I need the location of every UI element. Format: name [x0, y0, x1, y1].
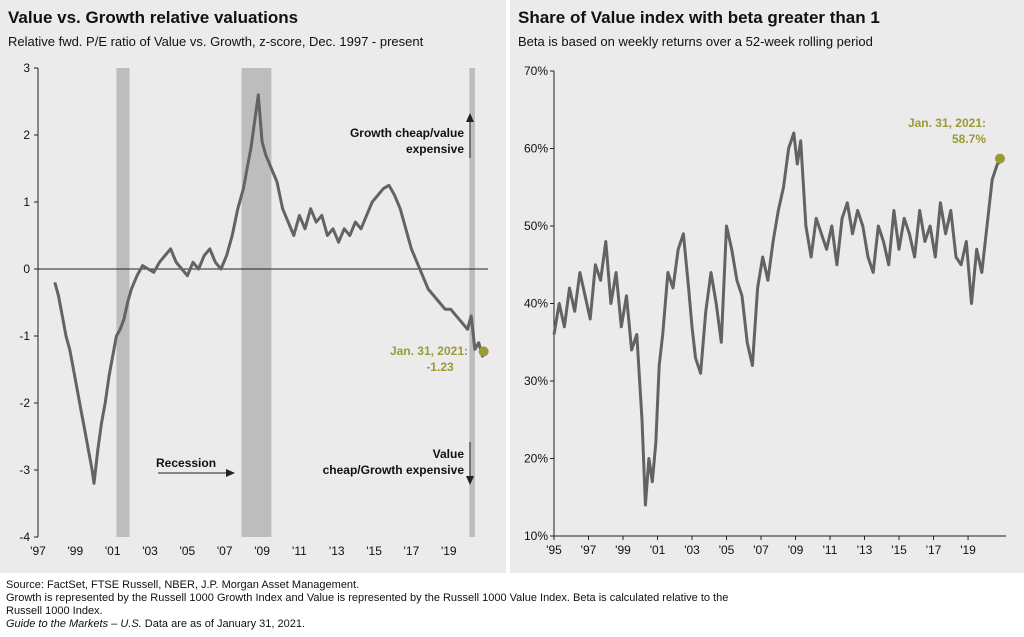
y-tick-label: 50%: [524, 219, 548, 233]
recession-label: Recession: [156, 456, 216, 470]
x-tick-label: '19: [960, 543, 976, 557]
x-tick-label: '09: [254, 544, 270, 558]
x-tick-label: '17: [404, 544, 420, 558]
x-tick-label: '05: [719, 543, 735, 557]
y-tick-label: 60%: [524, 142, 548, 156]
x-tick-label: '15: [891, 543, 907, 557]
y-tick-label: 1: [23, 195, 30, 209]
value-cheap-label-line2: cheap/Growth expensive: [323, 463, 465, 477]
y-tick-label: -2: [19, 396, 30, 410]
y-tick-label: 10%: [524, 529, 548, 543]
left-chart-subtitle: Relative fwd. P/E ratio of Value vs. Gro…: [8, 34, 424, 49]
x-tick-label: '05: [180, 544, 196, 558]
latest-point-date: Jan. 31, 2021:: [390, 344, 468, 358]
y-tick-label: -3: [19, 463, 30, 477]
y-tick-label: 40%: [524, 297, 548, 311]
left-chart-panel: Value vs. Growth relative valuations Rel…: [0, 0, 506, 573]
right-chart-svg: 70% 60% 50% 40% 30% 20% 10%'95 '97 '99 '01 '03 '05 '…: [524, 64, 1006, 557]
x-tick-label: '07: [217, 544, 233, 558]
y-tick-label: -1: [19, 329, 30, 343]
footer-source: Source: FactSet, FTSE Russell, NBER, J.P…: [6, 579, 360, 591]
y-tick-label: 3: [23, 61, 30, 75]
x-tick-label: '99: [68, 544, 84, 558]
footer-note-2: Russell 1000 Index.: [6, 605, 103, 617]
x-tick-label: '11: [823, 543, 838, 557]
footer-note-1: Growth is represented by the Russell 100…: [6, 592, 729, 604]
y-tick-label: 0: [23, 262, 30, 276]
growth-cheap-label-line1: Growth cheap/value: [350, 126, 464, 140]
footer-asof: Data are as of January 31, 2021.: [141, 618, 306, 630]
y-tick-label: 20%: [524, 452, 548, 466]
right-chart-subtitle: Beta is based on weekly returns over a 5…: [518, 34, 873, 49]
latest-point-marker: [478, 346, 489, 357]
recession-band-2: [469, 68, 475, 537]
latest-point-value: -1.23: [426, 360, 454, 374]
left-chart-svg: 3 2 1 0 -1 -2 -3 -4'97 '99 '01 '03 '05 '07 '09 '11 '13 '…: [19, 61, 489, 558]
footer-guide: Guide to the Markets – U.S. Data are as …: [6, 618, 1016, 631]
latest-point-date: Jan. 31, 2021:: [908, 116, 986, 130]
x-tick-label: '97: [581, 543, 597, 557]
value-cheap-label-line1: Value: [433, 447, 465, 461]
x-tick-label: '11: [292, 544, 307, 558]
relative-pe-line: [53, 93, 489, 485]
footer-notes: Source: FactSet, FTSE Russell, NBER, J.P…: [6, 579, 1016, 631]
x-tick-label: '99: [615, 543, 631, 557]
growth-cheap-label-line2: expensive: [406, 142, 464, 156]
y-tick-label: 2: [23, 128, 30, 142]
recession-band-1: [241, 68, 272, 537]
right-chart-title: Share of Value index with beta greater t…: [518, 8, 880, 27]
x-tick-label: '95: [546, 543, 562, 557]
x-tick-label: '13: [329, 544, 345, 558]
up-arrow-head: [466, 113, 474, 122]
x-tick-label: '01: [105, 544, 121, 558]
x-tick-label: '03: [142, 544, 158, 558]
x-tick-label: '19: [441, 544, 457, 558]
y-tick-label: 70%: [524, 64, 548, 78]
right-chart-panel: Share of Value index with beta greater t…: [510, 0, 1024, 573]
x-tick-label: '07: [753, 543, 769, 557]
x-tick-label: '15: [366, 544, 382, 558]
down-arrow-head: [466, 476, 474, 485]
y-tick-label: 30%: [524, 374, 548, 388]
latest-point-value: 58.7%: [952, 132, 986, 146]
footer-guide-title: Guide to the Markets – U.S.: [6, 618, 142, 630]
y-tick-label: -4: [19, 530, 30, 544]
recession-band-0: [116, 68, 130, 537]
x-tick-label: '97: [30, 544, 46, 558]
x-tick-label: '09: [788, 543, 804, 557]
x-tick-label: '03: [684, 543, 700, 557]
beta-share-line: [552, 131, 1005, 507]
x-tick-label: '17: [926, 543, 942, 557]
x-tick-label: '01: [650, 543, 666, 557]
recession-arrow-head: [226, 469, 235, 477]
x-tick-label: '13: [857, 543, 873, 557]
left-chart-title: Value vs. Growth relative valuations: [8, 8, 299, 27]
latest-point-marker: [994, 153, 1005, 164]
